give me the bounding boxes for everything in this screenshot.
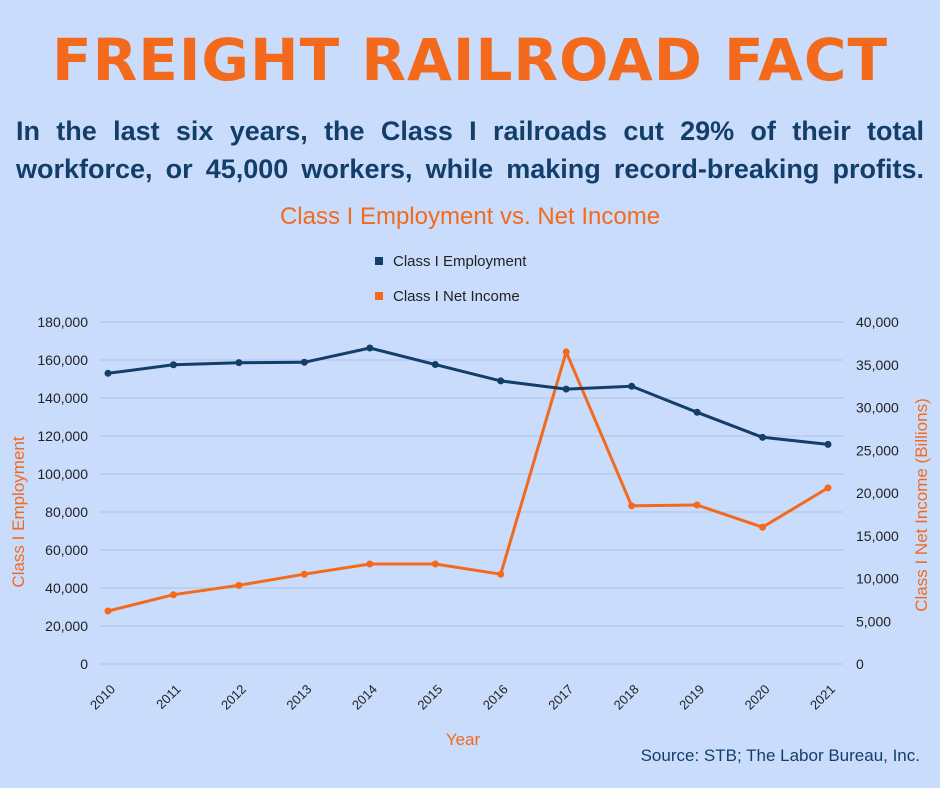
data-point-net-income [235, 581, 243, 589]
data-point-employment [235, 359, 243, 367]
legend-label-employment: Class I Employment [393, 253, 527, 270]
y-left-tick-label: 60,000 [45, 542, 88, 558]
data-point-employment [824, 440, 832, 448]
x-tick-label: 2014 [349, 682, 380, 713]
x-tick-label: 2021 [807, 682, 838, 713]
y-right-tick-label: 5,000 [856, 613, 891, 629]
y-left-tick-label: 180,000 [37, 314, 88, 330]
x-tick-label: 2020 [742, 682, 773, 713]
x-tick-label: 2012 [218, 682, 249, 713]
data-point-net-income [366, 560, 374, 568]
data-point-net-income [300, 570, 308, 578]
chart-title: Class I Employment vs. Net Income [279, 203, 661, 230]
x-tick-label: 2015 [414, 682, 445, 713]
subhead-line-2: workforce, or 45,000 workers, while maki… [16, 154, 924, 184]
data-point-net-income [431, 560, 439, 568]
y-right-axis-title: Class I Net Income (Billions) [912, 398, 931, 612]
data-point-net-income [628, 502, 636, 510]
data-point-employment [628, 382, 636, 390]
y-right-tick-label: 25,000 [856, 442, 899, 458]
data-point-employment [562, 385, 570, 393]
subhead-line-1: In the last six years, the Class I railr… [16, 116, 924, 146]
y-left-tick-label: 0 [80, 656, 88, 672]
legend-marker-net-income [375, 292, 383, 300]
data-point-net-income [824, 484, 832, 492]
data-point-employment [497, 377, 505, 385]
data-point-net-income [562, 348, 570, 356]
legend-label-net-income: Class I Net Income [393, 288, 520, 305]
data-point-employment [431, 361, 439, 369]
x-tick-label: 2018 [611, 682, 642, 713]
x-tick-label: 2017 [545, 682, 576, 713]
source-note: Source: STB; The Labor Bureau, Inc. [640, 746, 920, 765]
y-left-tick-label: 80,000 [45, 504, 88, 520]
x-tick-label: 2011 [153, 682, 183, 712]
series-line-net-income [107, 350, 829, 613]
data-point-net-income [693, 501, 701, 509]
series-line-employment [107, 346, 829, 446]
y-right-tick-label: 20,000 [856, 485, 899, 501]
y-right-tick-label: 0 [856, 656, 864, 672]
y-left-tick-label: 40,000 [45, 580, 88, 596]
x-tick-label: 2019 [676, 682, 707, 713]
legend-marker-employment [375, 257, 383, 265]
data-point-net-income [759, 523, 767, 531]
y-right-tick-label: 10,000 [856, 571, 899, 587]
x-tick-label: 2016 [480, 682, 511, 713]
y-left-tick-label: 120,000 [37, 428, 88, 444]
headline: FREIGHT RAILROAD FACT [51, 26, 889, 94]
data-point-net-income [104, 607, 112, 615]
y-right-tick-label: 15,000 [856, 528, 899, 544]
x-axis-title: Year [446, 730, 481, 749]
data-point-employment [366, 344, 374, 352]
data-point-employment [169, 361, 177, 369]
data-point-employment [693, 408, 701, 416]
y-left-tick-label: 20,000 [45, 618, 88, 634]
x-tick-label: 2013 [283, 682, 314, 713]
y-right-tick-label: 30,000 [856, 400, 899, 416]
y-right-tick-label: 35,000 [856, 357, 899, 373]
x-tick-label: 2010 [87, 682, 118, 713]
y-left-tick-label: 100,000 [37, 466, 88, 482]
data-point-net-income [169, 591, 177, 599]
data-point-employment [759, 433, 767, 441]
y-left-tick-label: 140,000 [37, 390, 88, 406]
data-point-net-income [497, 570, 505, 578]
y-left-tick-label: 160,000 [37, 352, 88, 368]
data-point-employment [300, 358, 308, 366]
data-point-employment [104, 369, 112, 377]
subhead: In the last six years, the Class I railr… [16, 112, 924, 188]
y-right-tick-label: 40,000 [856, 314, 899, 330]
y-left-axis-title: Class I Employment [9, 436, 28, 587]
